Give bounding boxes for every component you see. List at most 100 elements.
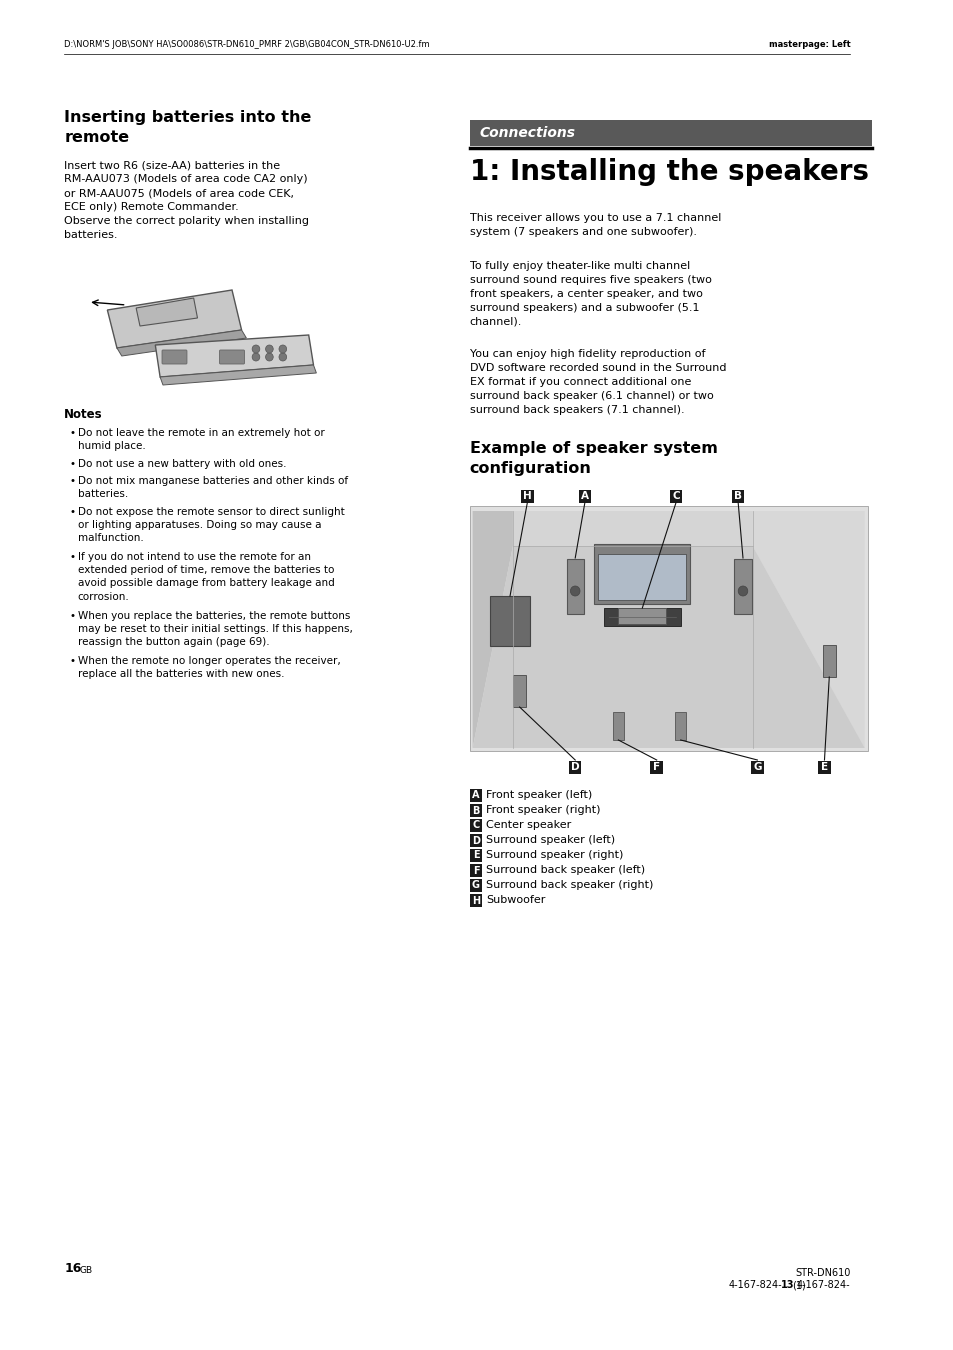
Text: E: E [472,850,478,860]
Polygon shape [136,298,197,325]
Bar [469,120,871,146]
Text: Center speaker: Center speaker [485,819,571,830]
Text: D:\NORM'S JOB\SONY HA\SO0086\STR-DN610_PMRF 2\GB\GB04CON_STR-DN610-U2.fm: D:\NORM'S JOB\SONY HA\SO0086\STR-DN610_P… [64,40,430,49]
Circle shape [278,346,286,352]
Bar [469,819,481,832]
Circle shape [252,352,259,360]
Text: 4-167-824-: 4-167-824- [796,1280,849,1291]
Text: E: E [821,761,827,772]
Text: A: A [580,491,588,501]
Bar [674,711,686,740]
Text: •: • [69,428,75,437]
Polygon shape [108,290,241,348]
Text: Subwoofer: Subwoofer [485,895,545,905]
Polygon shape [160,364,316,385]
Text: A: A [472,791,479,801]
Text: C: C [472,821,479,830]
Polygon shape [117,329,246,356]
Text: •: • [69,508,75,517]
Bar [818,760,830,774]
Bar [469,506,866,751]
Text: You can enjoy high fidelity reproduction of
DVD software recorded sound in the S: You can enjoy high fidelity reproduction… [469,350,725,414]
Text: Do not mix manganese batteries and other kinds of
batteries.: Do not mix manganese batteries and other… [77,477,348,500]
Text: •: • [69,656,75,666]
Circle shape [570,586,579,595]
FancyBboxPatch shape [162,350,187,365]
Text: F: F [653,761,659,772]
Circle shape [738,586,747,595]
FancyBboxPatch shape [219,350,244,365]
Text: When you replace the batteries, the remote buttons
may be reset to their initial: When you replace the batteries, the remo… [77,612,353,648]
Bar [618,608,665,624]
Bar [566,559,583,613]
Bar [490,595,530,647]
Text: F: F [472,865,478,876]
Circle shape [265,352,273,360]
Text: Do not expose the remote sensor to direct sunlight
or lighting apparatuses. Doin: Do not expose the remote sensor to direc… [77,508,344,544]
Text: Front speaker (left): Front speaker (left) [485,790,592,801]
Text: 13: 13 [781,1280,794,1291]
Bar [603,608,679,626]
Text: D: D [570,761,578,772]
Text: B: B [734,491,741,501]
Text: H: H [472,895,479,906]
Text: (1): (1) [791,1280,804,1291]
Text: Connections: Connections [478,126,575,140]
Text: 16: 16 [64,1262,82,1274]
Text: masterpage: Left: masterpage: Left [768,40,849,49]
Text: Front speaker (right): Front speaker (right) [485,805,600,815]
Bar [469,894,481,907]
Text: remote: remote [64,130,130,144]
Text: •: • [69,552,75,562]
Bar [520,490,533,502]
Text: •: • [69,459,75,468]
Bar [650,760,662,774]
Polygon shape [752,512,863,748]
Text: This receiver allows you to use a 7.1 channel
system (7 speakers and one subwoof: This receiver allows you to use a 7.1 ch… [469,213,720,238]
Text: G: G [472,880,479,891]
Bar [469,849,481,863]
Circle shape [252,346,259,352]
Bar [750,760,762,774]
Text: 4-167-824-: 4-167-824- [728,1280,781,1291]
Text: Inserting batteries into the: Inserting batteries into the [64,109,312,126]
Text: •: • [69,612,75,621]
Text: 1: Installing the speakers: 1: Installing the speakers [469,158,868,186]
Text: Example of speaker system: Example of speaker system [469,441,717,456]
Text: STR-DN610: STR-DN610 [794,1268,849,1278]
Circle shape [265,346,273,352]
Text: Do not leave the remote in an extremely hot or
humid place.: Do not leave the remote in an extremely … [77,428,324,451]
Bar [469,879,481,892]
Bar [731,490,743,502]
Text: Surround back speaker (left): Surround back speaker (left) [485,865,644,875]
Text: If you do not intend to use the remote for an
extended period of time, remove th: If you do not intend to use the remote f… [77,552,335,602]
Polygon shape [472,512,513,748]
Bar [598,554,686,599]
Text: G: G [752,761,760,772]
Circle shape [278,352,286,360]
Bar [469,834,481,846]
Text: D: D [472,836,479,845]
Bar [568,760,580,774]
Bar [669,490,681,502]
Text: B: B [472,806,479,815]
Text: Surround speaker (left): Surround speaker (left) [485,836,615,845]
Text: GB: GB [79,1266,92,1274]
Bar [469,788,481,802]
Bar [821,645,835,676]
Bar [734,559,751,613]
Text: When the remote no longer operates the receiver,
replace all the batteries with : When the remote no longer operates the r… [77,656,340,679]
Text: Insert two R6 (size-AA) batteries in the
RM-AAU073 (Models of area code CA2 only: Insert two R6 (size-AA) batteries in the… [64,161,309,240]
Text: Notes: Notes [64,408,103,421]
Bar [594,544,690,603]
Polygon shape [155,335,314,377]
Text: configuration: configuration [469,460,591,477]
Bar [513,675,526,707]
Bar [612,711,623,740]
Text: Surround speaker (right): Surround speaker (right) [485,850,622,860]
Polygon shape [472,545,863,748]
Text: H: H [522,491,531,501]
Text: C: C [671,491,679,501]
Polygon shape [513,512,752,545]
Text: Do not use a new battery with old ones.: Do not use a new battery with old ones. [77,459,286,468]
